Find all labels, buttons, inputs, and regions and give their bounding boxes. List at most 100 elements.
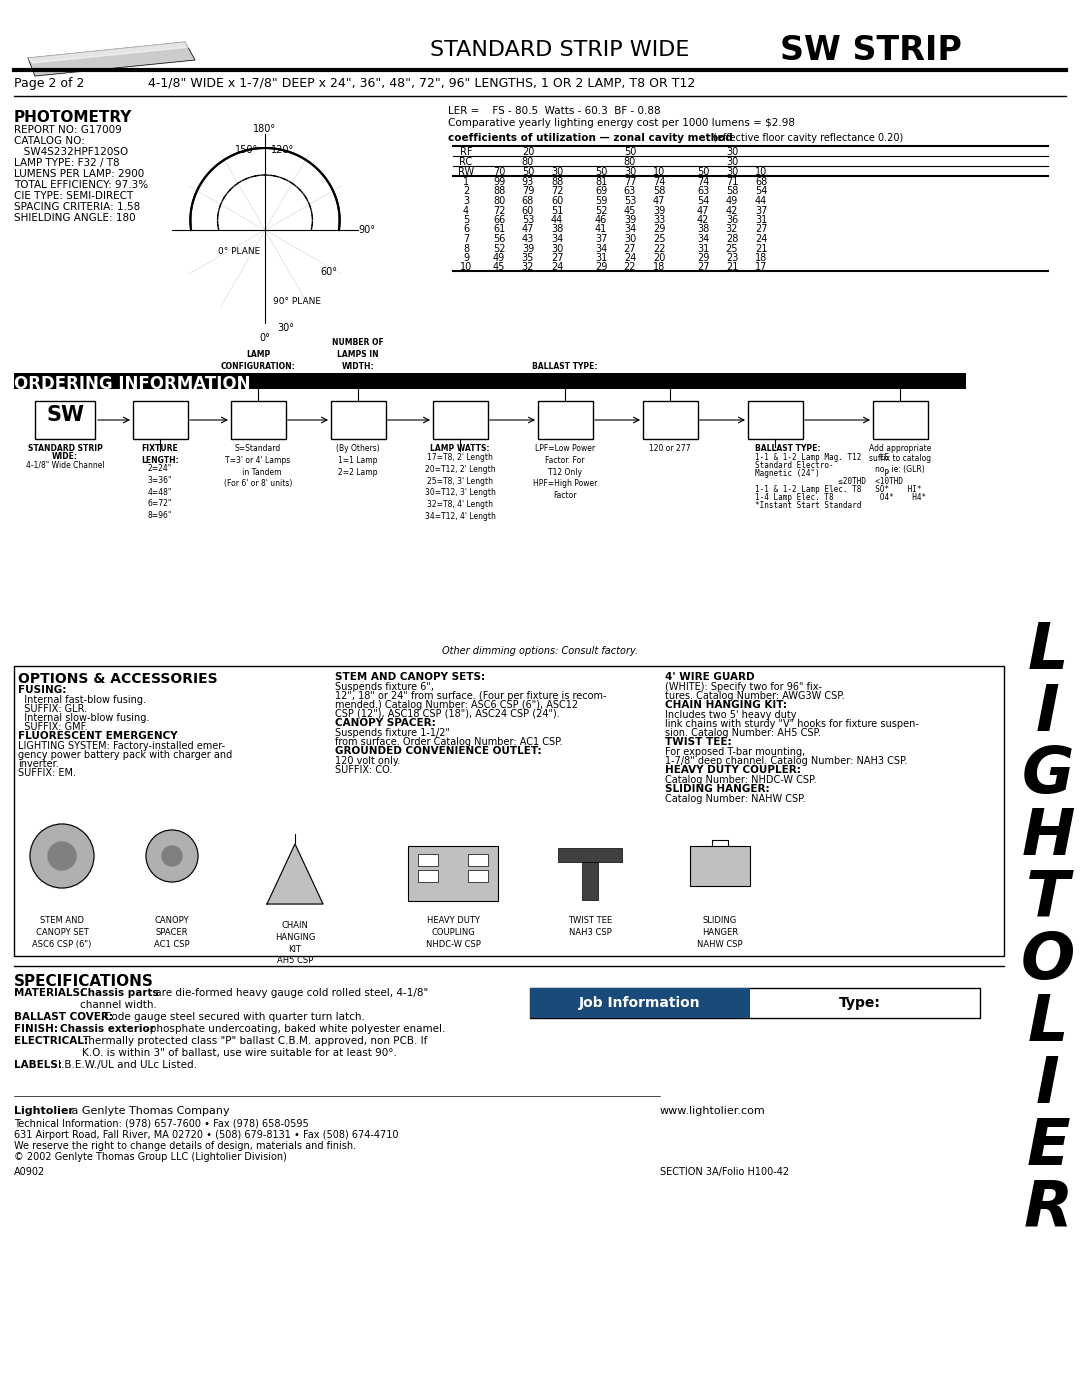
Text: T: T [1026, 868, 1070, 930]
Text: 47: 47 [652, 196, 665, 205]
Text: 10: 10 [755, 168, 767, 177]
Text: 49: 49 [492, 253, 505, 263]
Text: sion. Catalog Number: AH5 CSP.: sion. Catalog Number: AH5 CSP. [665, 728, 821, 738]
Bar [35, 401, 95, 439]
Text: TWIST TEE:: TWIST TEE: [665, 738, 731, 747]
Text: LIGHTING SYSTEM: Factory-installed emer-: LIGHTING SYSTEM: Factory-installed emer- [18, 740, 225, 752]
Text: 70: 70 [492, 168, 505, 177]
Text: SUFFIX: EM.: SUFFIX: EM. [18, 768, 76, 778]
Text: channel width.: channel width. [80, 1000, 157, 1010]
Text: LAMP WATTS:: LAMP WATTS: [430, 444, 489, 453]
Text: SECTION 3A/Folio H100-42: SECTION 3A/Folio H100-42 [660, 1166, 789, 1178]
Text: 8: 8 [463, 243, 469, 253]
Text: BALLAST TYPE:: BALLAST TYPE: [755, 444, 821, 453]
Text: Catalog Number: NAHW CSP.: Catalog Number: NAHW CSP. [665, 793, 806, 805]
Polygon shape [28, 42, 195, 75]
Text: 27: 27 [697, 263, 710, 272]
Text: R: R [1024, 1178, 1072, 1241]
Text: A0902: A0902 [14, 1166, 45, 1178]
Text: STEM AND CANOPY SETS:: STEM AND CANOPY SETS: [335, 672, 485, 682]
Text: 68: 68 [522, 196, 535, 205]
Text: L: L [1028, 620, 1068, 682]
Text: L: L [1028, 992, 1068, 1053]
Text: 25: 25 [726, 243, 739, 253]
Bar [408, 847, 498, 901]
Text: K.O. is within 3" of ballast, use wire suitable for at least 90°.: K.O. is within 3" of ballast, use wire s… [82, 1048, 396, 1058]
Text: 18: 18 [653, 263, 665, 272]
Circle shape [162, 847, 183, 866]
Text: 180°: 180° [254, 124, 276, 134]
Text: www.lightolier.com: www.lightolier.com [660, 1106, 766, 1116]
Text: LAMP
CONFIGURATION:: LAMP CONFIGURATION: [220, 351, 295, 372]
Text: 68: 68 [755, 177, 767, 187]
Text: 32: 32 [726, 225, 739, 235]
Text: 90°: 90° [357, 225, 375, 235]
Text: 45: 45 [492, 263, 505, 272]
Text: 31: 31 [755, 215, 767, 225]
Text: 38: 38 [697, 225, 710, 235]
Text: 61: 61 [492, 225, 505, 235]
Text: 93: 93 [522, 177, 535, 187]
Text: STANDARD STRIP: STANDARD STRIP [28, 444, 103, 453]
Circle shape [146, 830, 198, 882]
Text: HEAVY DUTY
COUPLING
NHDC-W CSP: HEAVY DUTY COUPLING NHDC-W CSP [426, 916, 481, 949]
Text: 36: 36 [726, 215, 738, 225]
Text: 71: 71 [726, 177, 739, 187]
Text: ≤20THD  <10THD: ≤20THD <10THD [755, 476, 903, 486]
Text: 47: 47 [522, 225, 535, 235]
Text: 120 volt only.: 120 volt only. [335, 756, 401, 766]
Bar [690, 847, 750, 886]
Text: gency power battery pack with charger and: gency power battery pack with charger an… [18, 750, 232, 760]
Text: 66: 66 [492, 215, 505, 225]
Text: I: I [1036, 1053, 1059, 1116]
Text: 120°: 120° [271, 145, 295, 155]
Text: Job Information: Job Information [579, 996, 701, 1010]
Text: 60: 60 [522, 205, 535, 215]
Bar [538, 401, 593, 439]
Text: CSP (12"), ASC18 CSP (18"), ASC24 CSP (24").: CSP (12"), ASC18 CSP (18"), ASC24 CSP (2… [335, 710, 559, 719]
Text: *Instant Start Standard: *Instant Start Standard [755, 502, 862, 510]
Text: 1: 1 [463, 177, 469, 187]
Bar [582, 862, 598, 900]
Text: 27: 27 [551, 253, 564, 263]
Text: 49: 49 [726, 196, 738, 205]
Text: OPTIONS & ACCESSORIES: OPTIONS & ACCESSORIES [18, 672, 218, 686]
Text: STANDARD STRIP WIDE: STANDARD STRIP WIDE [430, 41, 689, 60]
Text: Standard Electro-: Standard Electro- [755, 461, 834, 469]
Text: GROUNDED CONVENIENCE OUTLET:: GROUNDED CONVENIENCE OUTLET: [335, 746, 542, 756]
Text: Technical Information: (978) 657-7600 • Fax (978) 658-0595: Technical Information: (978) 657-7600 • … [14, 1119, 309, 1129]
Bar [330, 401, 386, 439]
Text: -phosphate undercoating, baked white polyester enamel.: -phosphate undercoating, baked white pol… [146, 1024, 445, 1034]
Text: SW4S232HPF120SO: SW4S232HPF120SO [14, 147, 129, 156]
Text: 72: 72 [551, 187, 564, 197]
Text: We reserve the right to change details of design, materials and finish.: We reserve the right to change details o… [14, 1141, 356, 1151]
Bar [643, 401, 698, 439]
Text: 52: 52 [595, 205, 607, 215]
Text: LAMP TYPE: F32 / T8: LAMP TYPE: F32 / T8 [14, 158, 120, 168]
Text: 7: 7 [463, 235, 469, 244]
Text: 12", 18" or 24" from surface. (Four per fixture is recom-: 12", 18" or 24" from surface. (Four per … [335, 692, 607, 701]
Text: 30: 30 [551, 243, 563, 253]
Text: SW STRIP: SW STRIP [780, 34, 962, 67]
Text: 59: 59 [595, 196, 607, 205]
Text: FINISH:: FINISH: [14, 1024, 62, 1034]
Text: SUFFIX: CO.: SUFFIX: CO. [335, 766, 392, 775]
Text: HEAVY DUTY COUPLER:: HEAVY DUTY COUPLER: [665, 766, 801, 775]
Text: LUMENS PER LAMP: 2900: LUMENS PER LAMP: 2900 [14, 169, 145, 179]
Text: 35: 35 [522, 253, 535, 263]
Text: 90° PLANE: 90° PLANE [273, 298, 321, 306]
Text: VOLTAGE:: VOLTAGE: [649, 374, 690, 383]
Bar [468, 854, 488, 866]
Text: 24: 24 [624, 253, 636, 263]
Text: 99: 99 [492, 177, 505, 187]
Text: 37: 37 [755, 205, 767, 215]
Text: LPF=Low Power
Factor. For
T12 Only
HPF=High Power
Factor: LPF=Low Power Factor. For T12 Only HPF=H… [532, 444, 597, 500]
Text: For exposed T-bar mounting,: For exposed T-bar mounting, [665, 747, 806, 757]
Text: O: O [1021, 930, 1075, 992]
Text: 47: 47 [697, 205, 710, 215]
Text: 53: 53 [522, 215, 535, 225]
Text: 46: 46 [595, 215, 607, 225]
Text: 33: 33 [653, 215, 665, 225]
Text: SUFFIX: GLR.: SUFFIX: GLR. [18, 704, 87, 714]
Text: Magnetic (24")              P: Magnetic (24") P [755, 469, 889, 478]
